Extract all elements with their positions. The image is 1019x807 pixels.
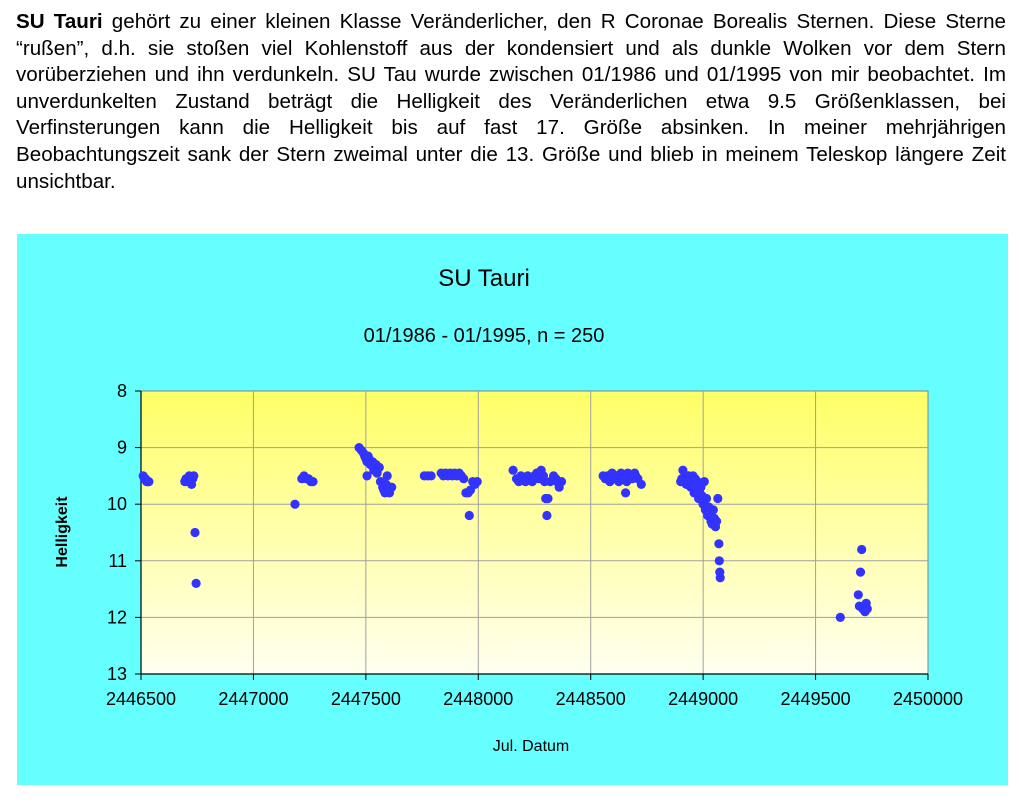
data-point	[853, 590, 863, 600]
data-point	[556, 477, 567, 487]
grid-lines	[141, 391, 928, 674]
data-point	[464, 510, 474, 521]
x-tick-label: 2447500	[331, 689, 401, 709]
x-axis-label: Jul. Datum	[493, 738, 569, 755]
chart-subtitle: 01/1986 - 01/1995, n = 250	[364, 325, 605, 347]
x-tick-label: 2447000	[218, 689, 288, 709]
y-tick-label: 12	[107, 607, 127, 627]
data-point	[835, 612, 845, 622]
plot-area	[140, 390, 929, 675]
data-point	[708, 505, 718, 515]
data-points	[138, 443, 872, 622]
data-point	[543, 493, 553, 504]
data-point	[508, 465, 518, 475]
data-point	[699, 477, 709, 487]
y-tick-label: 13	[107, 664, 127, 684]
axes: 2446500 2447000 2447500 2448000 2448500 24490…	[106, 381, 963, 709]
data-point	[714, 539, 724, 549]
data-point	[857, 544, 867, 555]
data-point	[308, 477, 318, 487]
intro-text: gehört zu einer kleinen Klasse Veränderl…	[16, 10, 1006, 193]
data-point	[459, 474, 469, 484]
data-point	[636, 479, 646, 489]
data-point	[382, 471, 392, 481]
y-axis-label: Helligkeit	[54, 496, 71, 568]
data-point	[621, 488, 631, 498]
data-point	[374, 462, 384, 472]
light-curve-chart: 2446500 2447000 2447500 2448000 2448500 24490…	[54, 265, 963, 755]
x-tick-label: 2450000	[893, 689, 963, 709]
data-point	[144, 477, 154, 487]
data-point	[290, 499, 300, 509]
data-point	[713, 493, 723, 504]
data-point	[472, 477, 482, 487]
data-point	[714, 556, 724, 566]
intro-star-name: SU Tauri	[16, 10, 103, 33]
x-tick-label: 2446500	[106, 689, 176, 709]
data-point	[190, 527, 200, 538]
data-point	[701, 493, 712, 504]
chart-title: SU Tauri	[438, 265, 530, 292]
data-point	[855, 567, 866, 577]
intro-paragraph: SU Tauri gehört zu einer kleinen Klasse …	[16, 9, 1006, 195]
x-tick-label: 2448000	[443, 689, 513, 709]
x-tick-label: 2448500	[556, 689, 626, 709]
y-tick-label: 8	[117, 381, 127, 401]
chart-panel: 2446500 2447000 2447500 2448000 2448500 24490…	[17, 234, 1008, 785]
data-point	[542, 510, 552, 521]
x-tick-label: 2449500	[781, 689, 851, 709]
data-point	[189, 471, 199, 481]
y-tick-label: 9	[117, 438, 127, 458]
data-point	[387, 482, 397, 492]
data-point	[715, 573, 725, 583]
y-tick-label: 11	[108, 551, 127, 571]
data-point	[862, 604, 872, 614]
data-point	[712, 516, 722, 526]
data-point	[191, 578, 201, 588]
x-tick-label: 2449000	[668, 689, 738, 709]
y-tick-label: 10	[107, 494, 127, 514]
data-point	[362, 471, 372, 481]
data-point	[426, 471, 436, 481]
